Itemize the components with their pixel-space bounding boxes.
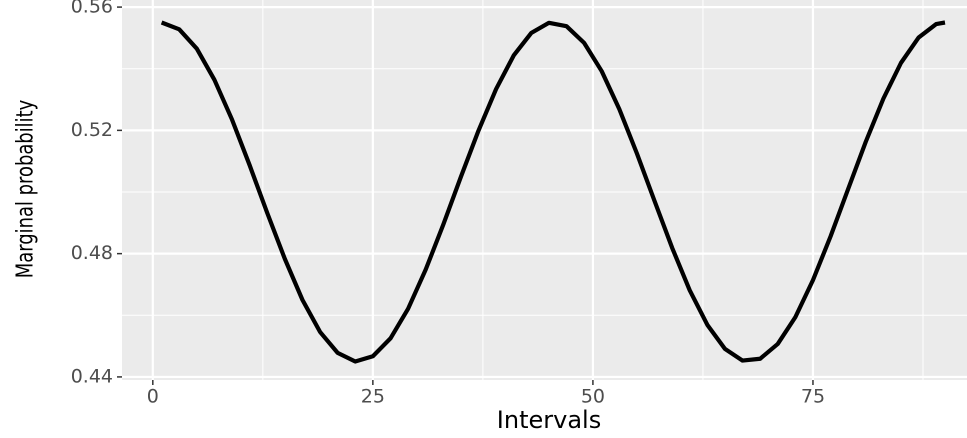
x-tick-label: 0 <box>147 386 159 408</box>
y-axis-title: Marginal probability <box>12 100 39 279</box>
y-tick-label: 0.44 <box>71 365 113 387</box>
y-tick-label: 0.52 <box>71 119 113 141</box>
x-axis-title: Intervals <box>497 406 601 434</box>
x-tick-label: 50 <box>581 386 605 408</box>
x-tick-label: 75 <box>801 386 825 408</box>
plot-panel <box>122 0 967 380</box>
y-tick-label: 0.56 <box>71 0 113 18</box>
data-line <box>160 20 946 364</box>
y-tick-label: 0.48 <box>71 242 113 264</box>
x-tick-label: 25 <box>361 386 385 408</box>
